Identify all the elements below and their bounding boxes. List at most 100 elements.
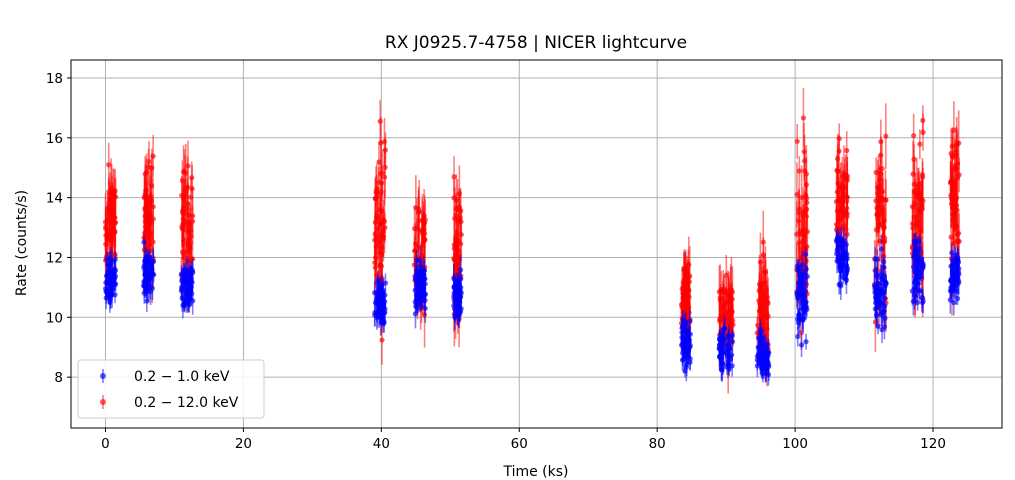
data-point — [179, 209, 186, 216]
y-tick-label: 10 — [46, 310, 63, 326]
data-point — [838, 283, 844, 289]
data-point — [910, 171, 916, 177]
data-point — [141, 265, 147, 271]
data-point — [412, 311, 419, 317]
x-tick-label: 20 — [235, 436, 252, 452]
data-point — [838, 237, 844, 244]
data-point — [104, 256, 110, 262]
data-point — [797, 312, 803, 318]
data-point — [150, 216, 156, 222]
data-point — [758, 357, 764, 363]
data-point — [955, 238, 961, 245]
data-point — [417, 293, 423, 299]
data-point — [147, 283, 153, 289]
data-point — [379, 169, 386, 176]
data-point — [451, 174, 457, 180]
axis-ticks: 0 20 40 60 80 100 120 8 10 12 14 16 18 — [46, 71, 946, 452]
data-point — [112, 228, 118, 235]
data-point — [381, 310, 387, 316]
series-0 — [102, 227, 962, 386]
data-point — [801, 210, 807, 217]
data-point — [881, 308, 887, 314]
data-point — [109, 220, 115, 226]
data-point — [141, 239, 147, 245]
data-point — [883, 197, 889, 203]
data-point — [801, 149, 807, 155]
data-point — [728, 287, 735, 293]
data-point — [112, 266, 118, 273]
data-point — [883, 133, 889, 139]
data-point — [453, 243, 460, 249]
data-point — [379, 180, 385, 186]
data-point — [948, 192, 954, 198]
data-point — [103, 241, 109, 247]
x-tick-label: 120 — [920, 436, 946, 452]
data-point — [799, 261, 805, 268]
data-point — [378, 302, 385, 308]
data-point — [949, 285, 955, 292]
data-point — [179, 286, 185, 292]
data-point — [917, 141, 923, 147]
data-point — [719, 343, 726, 350]
data-point — [183, 299, 189, 305]
data-point — [381, 139, 388, 145]
data-point — [911, 280, 917, 286]
data-point — [187, 242, 193, 248]
data-point — [841, 185, 848, 191]
data-point — [458, 231, 464, 238]
data-point — [419, 286, 425, 293]
data-point — [917, 288, 923, 294]
data-point — [374, 310, 380, 316]
data-point — [795, 316, 801, 322]
data-point — [915, 273, 921, 280]
data-point — [800, 317, 806, 323]
legend-marker-soft — [100, 369, 106, 383]
data-point — [873, 227, 879, 233]
data-point — [766, 350, 772, 356]
y-tick-label: 14 — [46, 191, 63, 207]
data-point — [948, 150, 954, 157]
data-point — [372, 260, 378, 266]
data-point — [457, 267, 464, 273]
data-point — [377, 220, 384, 226]
data-point — [883, 280, 889, 286]
data-point — [186, 278, 192, 284]
data-point — [801, 271, 808, 277]
data-point — [458, 293, 464, 299]
data-point — [188, 194, 194, 200]
data-point — [458, 306, 464, 312]
data-point — [183, 189, 189, 196]
data-point — [381, 174, 388, 180]
data-point — [764, 294, 770, 300]
data-point — [796, 206, 802, 212]
data-point — [919, 294, 925, 301]
data-point — [755, 344, 761, 350]
data-point — [795, 333, 801, 340]
data-point — [952, 198, 958, 204]
data-point — [798, 230, 805, 237]
data-point — [417, 258, 423, 264]
data-point — [107, 270, 114, 276]
data-point — [803, 288, 809, 295]
data-point — [795, 267, 801, 273]
data-point — [798, 342, 805, 348]
legend-marker-full — [100, 395, 106, 409]
data-point — [794, 191, 800, 198]
data-point — [799, 275, 805, 281]
data-point — [108, 282, 114, 288]
data-point — [143, 278, 149, 284]
x-axis-label: Time (ks) — [502, 464, 568, 480]
data-point — [878, 272, 884, 278]
data-point — [422, 276, 428, 282]
data-point — [717, 316, 723, 322]
data-point — [956, 280, 962, 286]
plot-data — [102, 88, 962, 394]
data-point — [150, 271, 156, 277]
data-point — [721, 326, 727, 332]
data-point — [762, 305, 768, 311]
data-point — [911, 156, 917, 162]
data-point — [179, 295, 185, 301]
data-point — [725, 362, 731, 368]
data-point — [910, 225, 916, 231]
data-point — [679, 323, 686, 329]
